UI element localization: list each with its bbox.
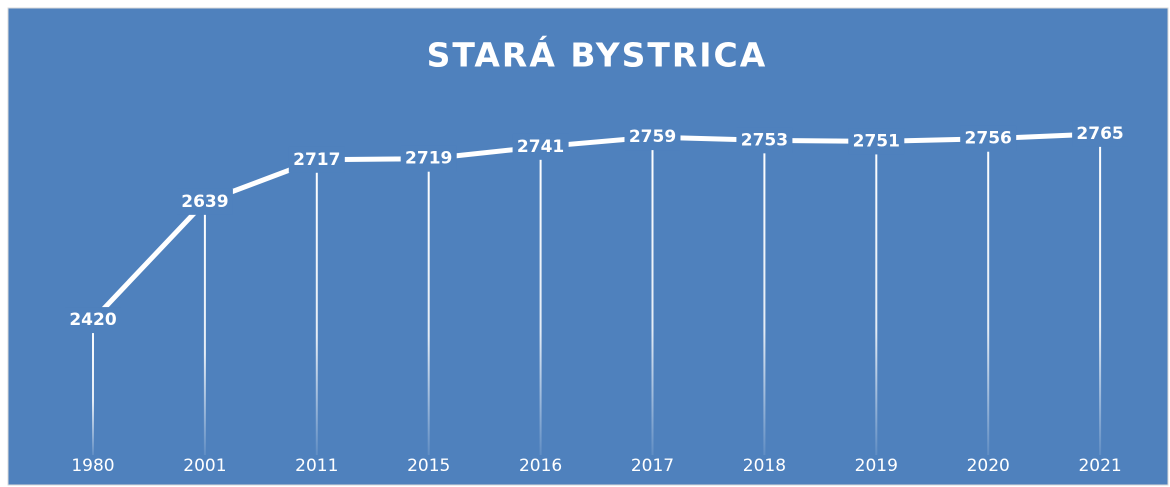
label-backdrop <box>960 125 1017 152</box>
label-backdrop <box>512 133 569 160</box>
label-backdrop <box>400 145 457 172</box>
label-backdrop <box>1072 120 1129 147</box>
x-tick-label: 2001 <box>183 456 226 476</box>
x-tick-label: 2011 <box>295 456 338 476</box>
drop-line <box>875 141 878 455</box>
drop-line <box>203 201 206 455</box>
data-label: 2741 <box>517 137 564 157</box>
data-label: 2765 <box>1076 124 1123 144</box>
drop-line <box>987 138 990 455</box>
label-backdrop <box>624 124 681 151</box>
label-backdrop <box>288 146 345 173</box>
drop-line <box>427 158 430 455</box>
data-label: 2719 <box>405 149 452 169</box>
label-backdrop <box>848 128 905 155</box>
drop-line <box>1099 133 1102 455</box>
data-label: 2639 <box>181 192 228 212</box>
x-tick-label: 2019 <box>855 456 898 476</box>
data-label: 2717 <box>293 150 340 170</box>
data-label: 2420 <box>69 310 116 330</box>
x-tick-label: 1980 <box>71 456 114 476</box>
x-tick-label: 2020 <box>967 456 1010 476</box>
data-label: 2759 <box>629 127 676 147</box>
line <box>91 131 1101 322</box>
x-tick-label: 2021 <box>1078 456 1121 476</box>
data-label: 2751 <box>853 131 900 151</box>
drop-line <box>92 320 94 455</box>
label-backdrop <box>65 307 121 334</box>
drop-line <box>651 137 654 455</box>
chart-area <box>7 7 1169 486</box>
drop-line <box>315 159 318 455</box>
x-tick-label: 2017 <box>631 456 674 476</box>
data-label: 2756 <box>965 129 1012 149</box>
label-backdrop <box>176 188 233 215</box>
label-backdrop <box>736 127 793 154</box>
x-tick-label: 2018 <box>743 456 786 476</box>
x-tick-label: 2016 <box>519 456 562 476</box>
chart-title: STARÁ BYSTRICA <box>427 35 768 75</box>
data-label: 2753 <box>741 130 788 150</box>
drop-line <box>763 140 766 455</box>
x-tick-label: 2015 <box>407 456 450 476</box>
drop-line <box>539 146 542 455</box>
